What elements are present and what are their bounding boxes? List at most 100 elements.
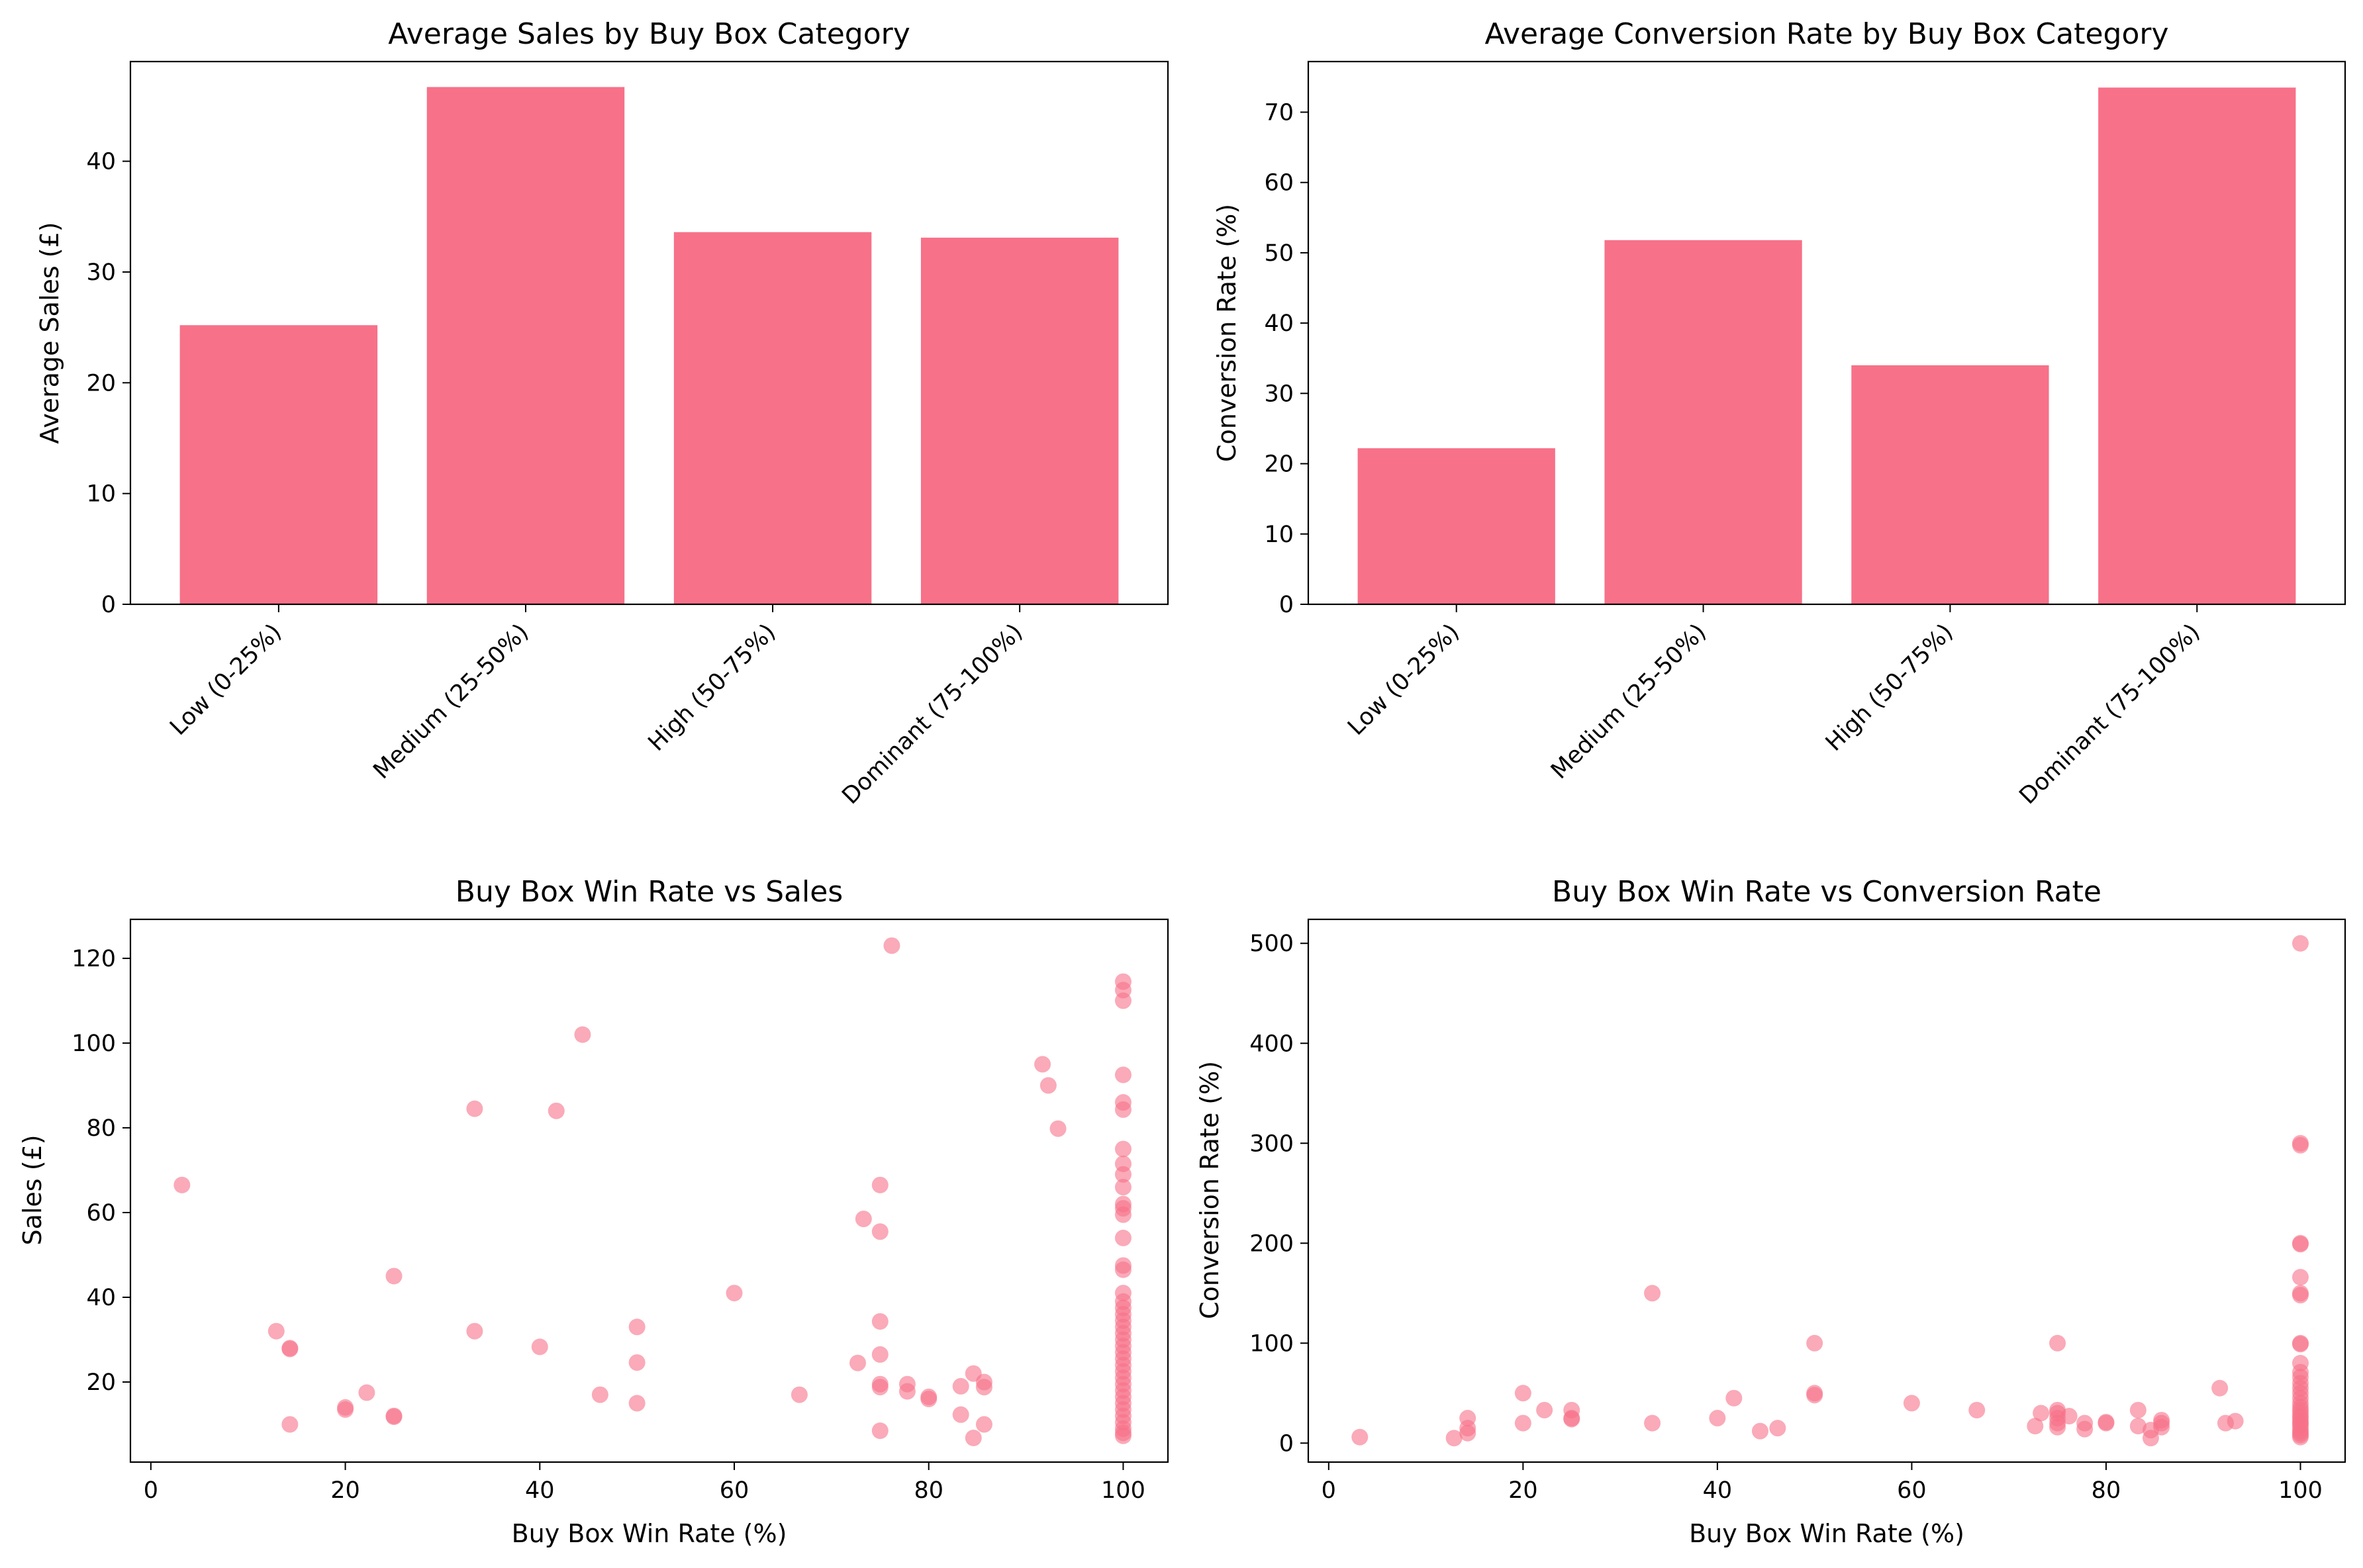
- y-tick-label: 40: [86, 1285, 116, 1311]
- x-tick-label: 20: [1508, 1477, 1538, 1504]
- y-tick-label: 400: [1249, 1031, 1294, 1057]
- chart-title: Average Sales by Buy Box Category: [388, 17, 910, 51]
- scatter-point: [1751, 1422, 1768, 1440]
- y-tick-label: 10: [1264, 522, 1294, 548]
- plot-frame: [1307, 60, 2346, 606]
- scatter-point: [1563, 1410, 1580, 1428]
- y-axis-label: Average Sales (£): [35, 222, 64, 443]
- scatter-point: [871, 1313, 889, 1330]
- scatter-point: [883, 937, 900, 954]
- x-tick-label: 80: [2092, 1477, 2121, 1504]
- y-tick-label: 200: [1249, 1230, 1294, 1257]
- x-tick-label: 60: [720, 1477, 749, 1504]
- scatter-point: [1514, 1385, 1531, 1402]
- bar: [1357, 448, 1555, 604]
- scatter-point: [2153, 1418, 2170, 1436]
- scatter-point: [2129, 1401, 2146, 1418]
- conversion-scatter-chart: Buy Box Win Rate vs Conversion Rate Buy …: [1195, 875, 2346, 1548]
- y-axis-label: Conversion Rate (%): [1212, 204, 1241, 462]
- y-tick-label: 120: [72, 946, 116, 972]
- bar: [2098, 87, 2296, 604]
- scatter-point: [2033, 1405, 2050, 1422]
- scatter-point: [952, 1377, 969, 1395]
- chart-title: Buy Box Win Rate vs Conversion Rate: [1552, 875, 2101, 909]
- scatter-point: [466, 1100, 483, 1117]
- scatter-point: [1459, 1424, 1476, 1442]
- plot-frame: [129, 60, 1169, 606]
- y-tick-label: 60: [86, 1200, 116, 1226]
- y-tick-label: 20: [86, 1369, 116, 1396]
- bar: [673, 232, 872, 604]
- y-tick-label: 30: [86, 259, 116, 286]
- scatter-point: [871, 1176, 889, 1193]
- scatter-point: [1903, 1395, 1920, 1412]
- scatter-point: [267, 1322, 285, 1340]
- scatter-point: [1968, 1401, 1986, 1418]
- scatter-point: [855, 1211, 872, 1228]
- bar: [426, 87, 625, 604]
- scatter-point: [952, 1406, 969, 1423]
- y-tick-label: 50: [1264, 240, 1294, 267]
- scatter-point: [920, 1391, 938, 1408]
- scatter-point: [1039, 1077, 1057, 1094]
- bar: [1604, 240, 1802, 605]
- y-tick-label: 0: [1279, 592, 1294, 618]
- y-tick-label: 40: [1264, 310, 1294, 337]
- y-axis-label: Sales (£): [18, 1134, 47, 1245]
- scatter-point: [281, 1340, 299, 1358]
- scatter-point: [1445, 1430, 1463, 1447]
- y-tick-label: 30: [1264, 381, 1294, 407]
- scatter-point: [2076, 1420, 2094, 1438]
- y-tick-label: 60: [1264, 170, 1294, 197]
- scatter-point: [385, 1268, 403, 1285]
- scatter-point: [871, 1346, 889, 1363]
- scatter-point: [1536, 1401, 1553, 1418]
- scatter-point: [871, 1223, 889, 1240]
- plot-frame: [1307, 918, 2346, 1463]
- scatter-point: [871, 1422, 889, 1440]
- y-axis-label: Conversion Rate (%): [1195, 1061, 1224, 1319]
- scatter-point: [849, 1354, 867, 1371]
- x-tick-label: 100: [1101, 1477, 1145, 1504]
- scatter-point: [1114, 1101, 1132, 1118]
- scatter-point: [2049, 1334, 2066, 1352]
- bar: [179, 325, 378, 604]
- scatter-point: [2027, 1418, 2044, 1435]
- scatter-point: [2291, 1236, 2309, 1253]
- scatter-point: [2049, 1418, 2066, 1436]
- scatter-point: [574, 1026, 591, 1043]
- scatter-point: [975, 1379, 992, 1396]
- scatter-point: [1114, 1261, 1132, 1278]
- y-tick-label: 100: [72, 1031, 116, 1057]
- scatter-point: [1114, 1427, 1132, 1444]
- scatter-point: [1769, 1420, 1786, 1437]
- scatter-point: [2098, 1414, 2115, 1431]
- scatter-point: [1709, 1410, 1726, 1427]
- x-tick-label: 40: [525, 1477, 555, 1504]
- scatter-point: [281, 1416, 299, 1433]
- scatter-point: [2291, 1136, 2309, 1154]
- y-tick-label: 0: [101, 592, 116, 618]
- scatter-point: [871, 1379, 889, 1396]
- scatter-point: [2060, 1408, 2078, 1425]
- scatter-point: [1806, 1334, 1823, 1352]
- scatter-point: [2291, 1269, 2309, 1286]
- x-axis-label: Buy Box Win Rate (%): [512, 1519, 787, 1548]
- x-tick-label: 40: [1703, 1477, 1733, 1504]
- bar: [920, 238, 1119, 604]
- scatter-point: [2129, 1418, 2146, 1435]
- plot-frame: [129, 918, 1169, 1463]
- scatter-point: [2291, 935, 2309, 952]
- scatter-point: [1114, 1066, 1132, 1084]
- y-tick-label: 500: [1249, 931, 1294, 957]
- x-axis-label: Buy Box Win Rate (%): [1689, 1519, 1964, 1548]
- x-tick-label: 0: [1322, 1477, 1336, 1504]
- scatter-point: [791, 1386, 808, 1403]
- scatter-point: [591, 1386, 608, 1403]
- scatter-point: [2291, 1428, 2309, 1446]
- scatter-point: [358, 1384, 375, 1401]
- y-tick-label: 20: [1264, 451, 1294, 478]
- scatter-point: [173, 1176, 191, 1193]
